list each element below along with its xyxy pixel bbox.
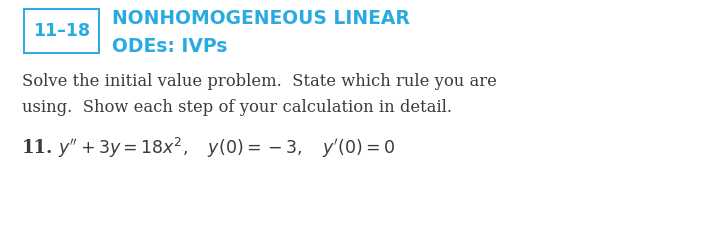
Text: 11–18: 11–18 (33, 22, 90, 40)
Text: Solve the initial value problem.  State which rule you are: Solve the initial value problem. State w… (22, 74, 497, 90)
Text: $y'' + 3y = 18x^2, \quad y(0) = -3, \quad y'(0) = 0$: $y'' + 3y = 18x^2, \quad y(0) = -3, \qua… (58, 136, 395, 160)
Text: 11.: 11. (22, 139, 53, 157)
Text: NONHOMOGENEOUS LINEAR: NONHOMOGENEOUS LINEAR (112, 9, 410, 27)
Text: using.  Show each step of your calculation in detail.: using. Show each step of your calculatio… (22, 99, 452, 117)
Text: ODEs: IVPs: ODEs: IVPs (112, 36, 228, 56)
